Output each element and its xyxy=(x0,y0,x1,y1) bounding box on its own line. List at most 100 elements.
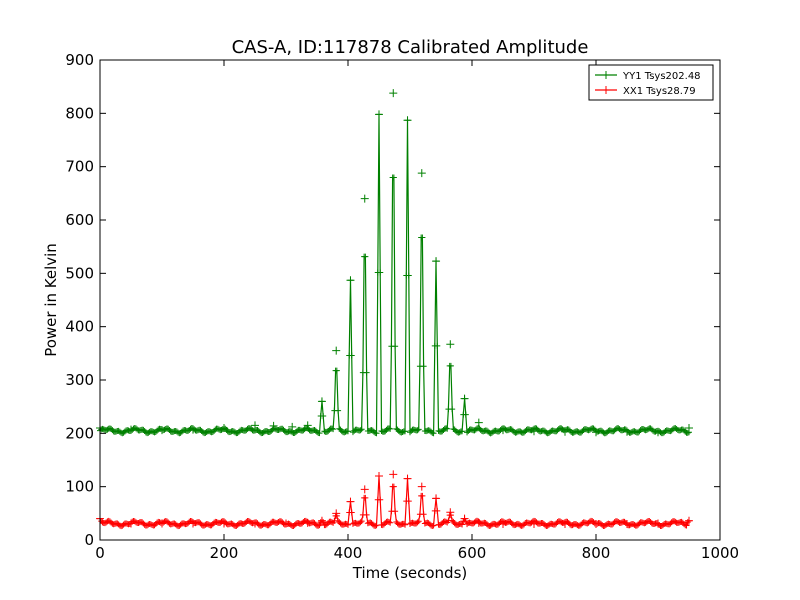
y-tick-label: 400 xyxy=(65,318,94,336)
data-marker xyxy=(320,519,327,526)
data-point xyxy=(685,424,693,432)
data-marker xyxy=(415,426,422,433)
data-point xyxy=(375,472,383,480)
data-marker xyxy=(390,483,397,490)
data-point xyxy=(474,418,483,427)
y-tick-label: 0 xyxy=(84,531,94,549)
data-point xyxy=(623,520,631,528)
data-point xyxy=(189,425,197,434)
data-marker xyxy=(362,253,369,260)
data-marker xyxy=(414,519,421,526)
y-tick-label: 300 xyxy=(65,371,94,389)
legend-marker xyxy=(602,71,610,79)
data-marker xyxy=(390,174,397,181)
data-marker xyxy=(357,519,364,526)
data-point xyxy=(220,424,228,432)
data-point xyxy=(360,485,369,494)
series-markers xyxy=(97,473,692,530)
data-marker xyxy=(402,521,409,528)
data-marker xyxy=(358,426,365,433)
data-marker xyxy=(345,428,351,435)
data-point xyxy=(592,520,600,528)
data-marker xyxy=(343,520,350,527)
chart-title: CAS-A, ID:117878 Calibrated Amplitude xyxy=(232,37,589,58)
data-point xyxy=(446,340,455,349)
series-line xyxy=(99,475,690,527)
data-point xyxy=(432,257,441,266)
y-tick-label: 900 xyxy=(65,51,94,69)
data-point xyxy=(269,421,278,430)
legend-label: YY1 Tsys202.48 xyxy=(622,71,701,82)
data-marker xyxy=(373,430,380,437)
data-marker xyxy=(377,269,384,276)
data-point xyxy=(474,518,483,527)
data-marker xyxy=(315,522,322,529)
data-marker xyxy=(405,498,412,505)
data-marker xyxy=(684,519,691,526)
data-marker xyxy=(402,428,409,435)
data-marker xyxy=(447,512,454,519)
data-point xyxy=(460,514,469,523)
axes-frame xyxy=(99,59,721,541)
data-point xyxy=(332,509,341,518)
data-point xyxy=(654,428,662,437)
data-point xyxy=(685,516,693,525)
data-point xyxy=(561,427,569,436)
data-point xyxy=(189,519,197,528)
data-marker xyxy=(434,342,441,349)
y-tick-label: 700 xyxy=(65,158,94,176)
data-point xyxy=(561,520,569,528)
y-tick-label: 600 xyxy=(65,211,94,229)
data-point xyxy=(592,428,600,437)
data-point xyxy=(623,427,631,436)
data-point xyxy=(317,397,326,406)
data-marker xyxy=(328,425,335,432)
data-marker xyxy=(333,367,340,374)
data-point xyxy=(654,519,662,528)
y-tick-label: 500 xyxy=(65,264,94,282)
data-marker xyxy=(447,362,454,369)
data-point xyxy=(251,421,259,430)
data-marker xyxy=(385,518,392,525)
data-point xyxy=(403,116,412,125)
data-marker xyxy=(444,425,451,432)
series-line xyxy=(99,114,690,435)
x-tick-label: 800 xyxy=(582,544,611,562)
x-tick-label: 600 xyxy=(458,544,487,562)
series-1 xyxy=(96,470,693,530)
data-point xyxy=(158,426,166,435)
legend-label: XX1 Tsys28.79 xyxy=(623,86,696,97)
data-point xyxy=(346,276,355,285)
data-marker xyxy=(459,428,466,435)
data-marker xyxy=(392,343,399,350)
data-point xyxy=(530,520,538,528)
data-marker xyxy=(387,425,394,432)
data-marker xyxy=(419,234,426,241)
data-point xyxy=(389,89,398,98)
axis-ticks: 0 200 400 600 800 1000 0 100 200 300 400 500 600 700 8… xyxy=(65,51,739,562)
data-point xyxy=(346,497,355,506)
data-marker xyxy=(372,522,379,529)
data-marker xyxy=(358,518,365,525)
data-marker xyxy=(330,426,337,433)
x-tick-label: 400 xyxy=(334,544,363,562)
data-point xyxy=(303,421,312,430)
data-marker xyxy=(362,494,369,501)
y-axis-label: Power in Kelvin xyxy=(42,243,60,357)
x-tick-label: 200 xyxy=(210,544,239,562)
series-markers xyxy=(97,111,692,437)
data-marker xyxy=(392,508,399,515)
data-point xyxy=(432,494,441,503)
y-tick-label: 800 xyxy=(65,104,94,122)
x-axis-label: Time (seconds) xyxy=(352,564,468,582)
data-point xyxy=(530,427,538,436)
data-point xyxy=(158,519,166,528)
data-marker xyxy=(400,520,407,527)
x-tick-label: 1000 xyxy=(701,544,739,562)
data-point xyxy=(499,426,507,435)
data-marker xyxy=(449,406,456,413)
data-marker xyxy=(377,496,384,503)
data-marker xyxy=(430,522,437,529)
data-point xyxy=(127,425,135,434)
